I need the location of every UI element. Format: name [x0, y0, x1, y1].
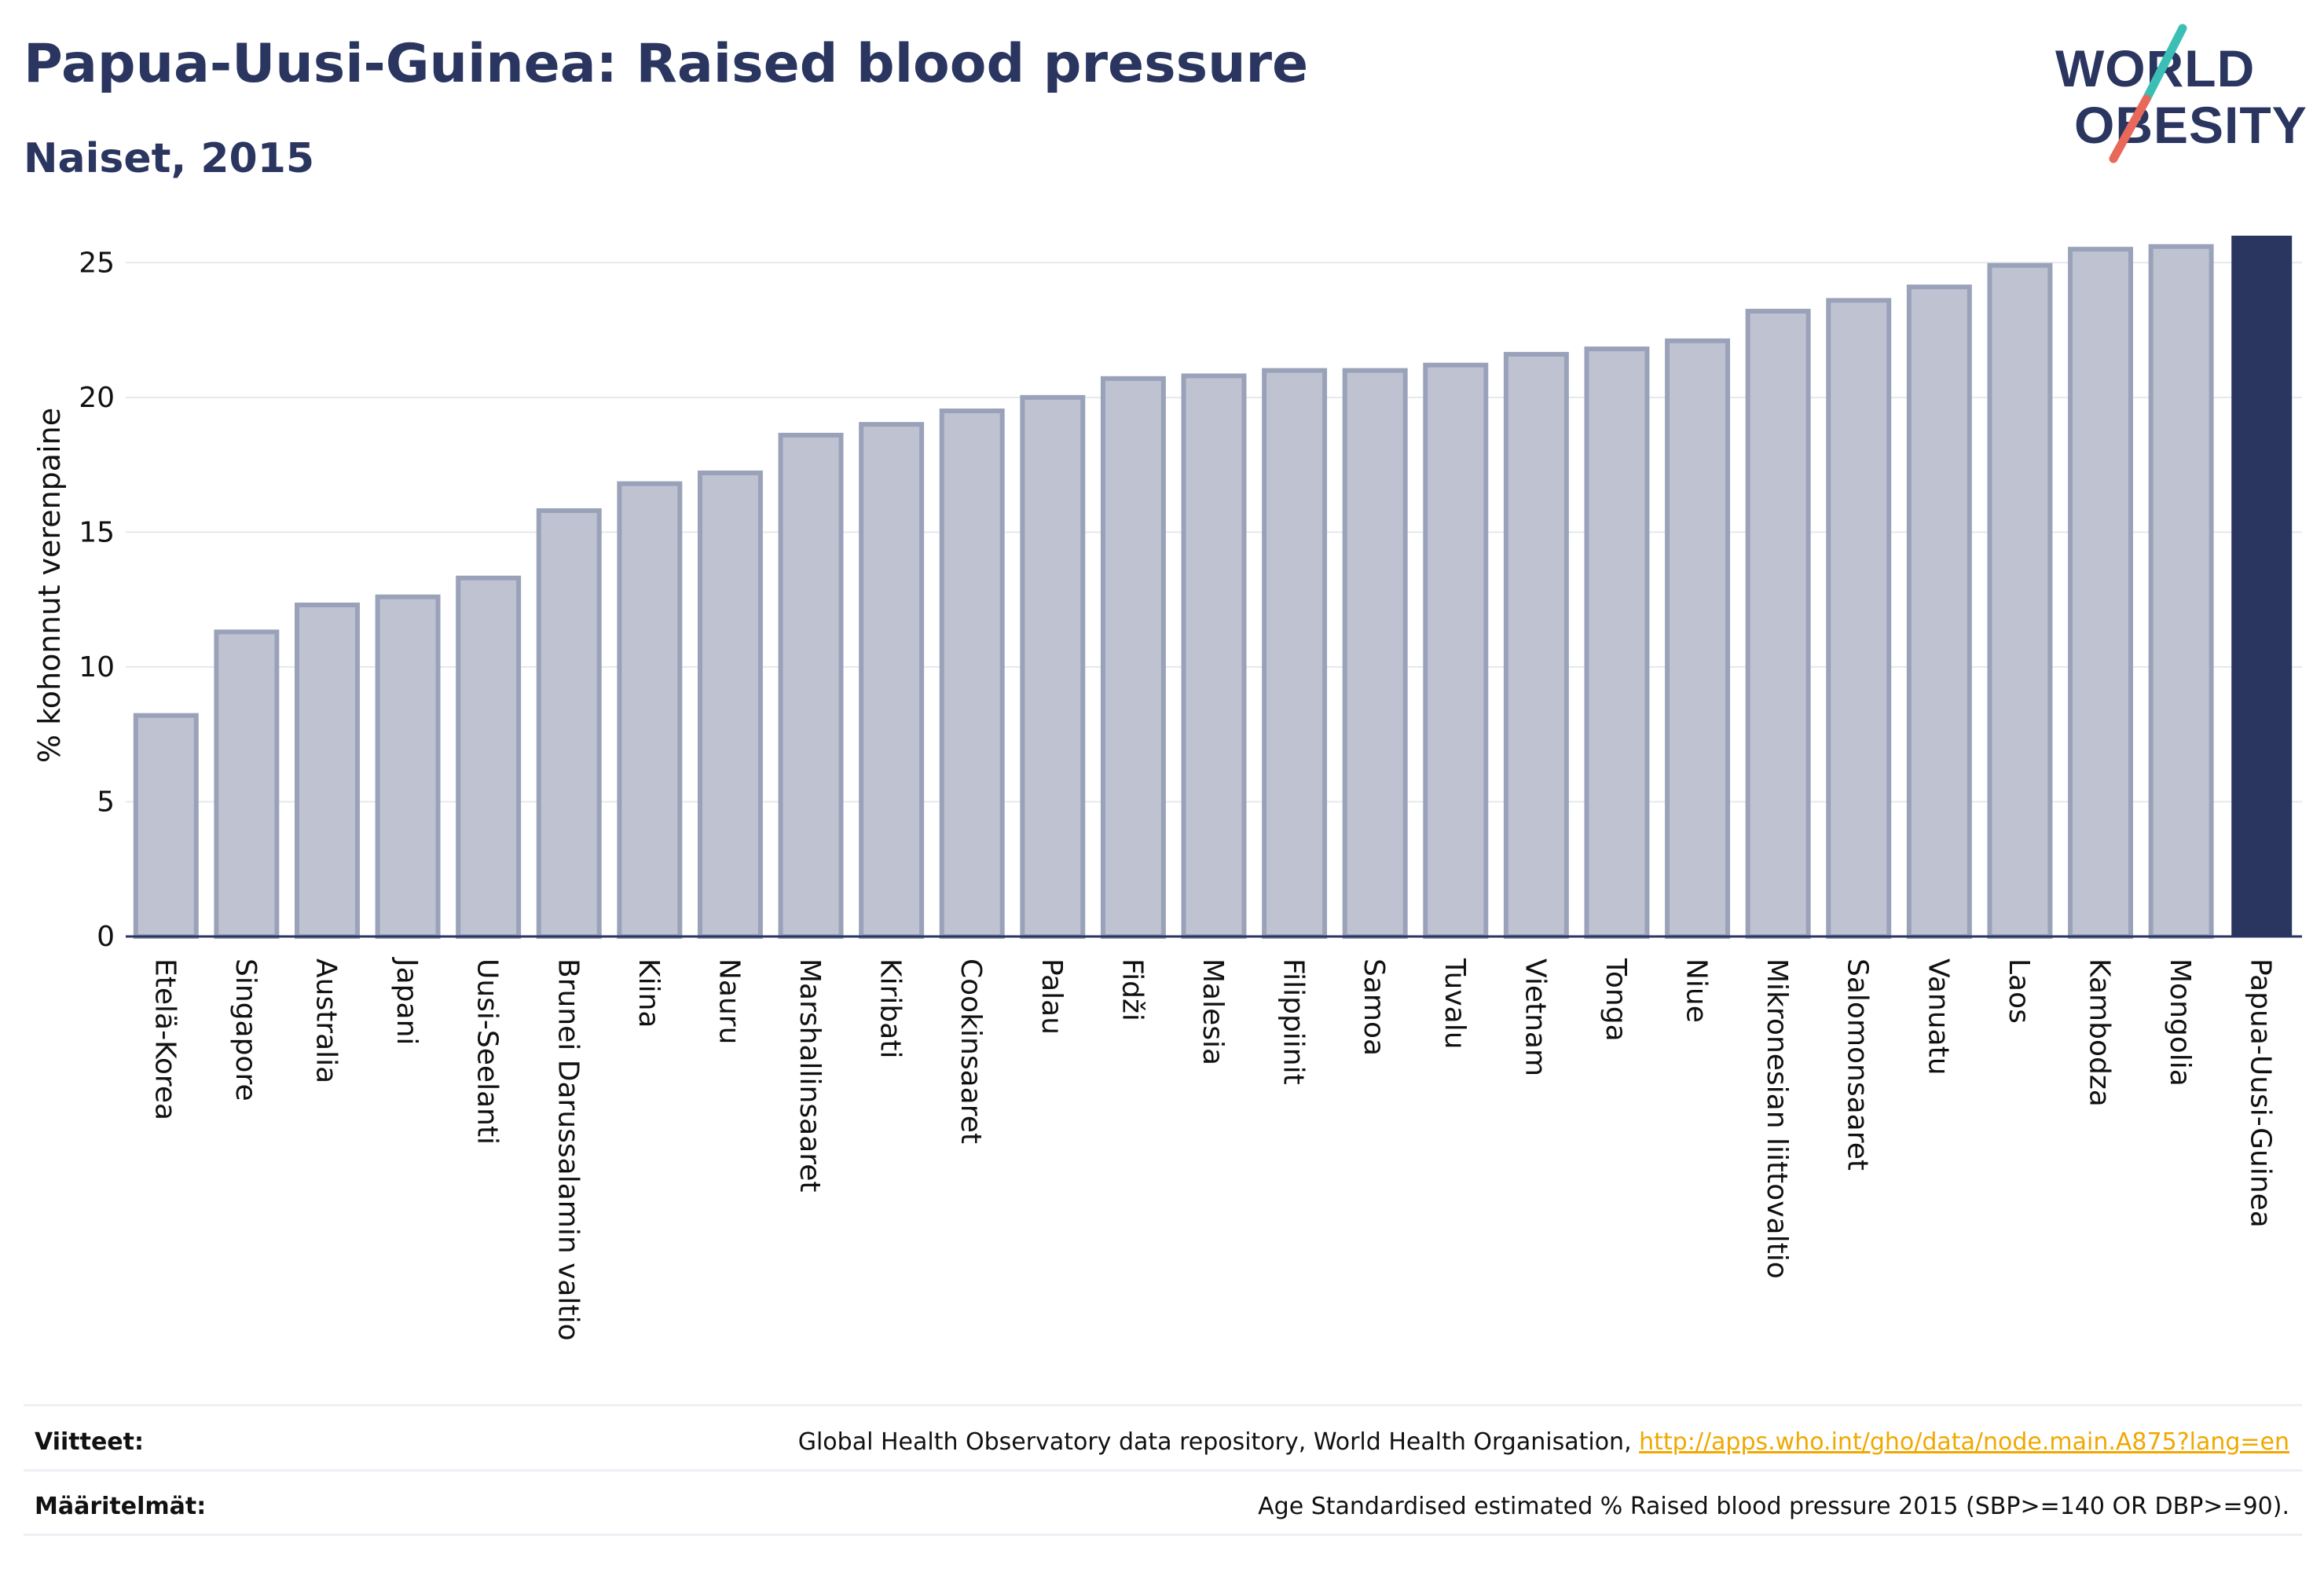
x-tick-label: Mikronesian liittovaltio	[1761, 958, 1793, 1279]
x-tick-label: Salomonsaaret	[1842, 958, 1874, 1171]
world-obesity-logo: WORLD OBESITY	[2055, 24, 2308, 163]
bar-13[interactable]	[1181, 373, 1247, 939]
x-tick-label: Vanuatu	[1922, 958, 1954, 1076]
bar-22[interactable]	[1906, 284, 1972, 939]
bar-23[interactable]	[1987, 262, 2053, 939]
x-tick-label: Japani	[390, 957, 423, 1045]
bar-3[interactable]	[375, 594, 441, 939]
bar-16[interactable]	[1423, 362, 1489, 939]
x-tick-label: Niue	[1681, 958, 1713, 1023]
y-tick-label: 25	[79, 247, 115, 279]
bar-20[interactable]	[1745, 309, 1811, 939]
x-tick-label: Singapore	[229, 958, 262, 1101]
x-tick-label: Samoa	[1358, 958, 1390, 1056]
x-tick-label: Tonga	[1600, 958, 1632, 1042]
bar-10[interactable]	[939, 409, 1005, 939]
logo-slash-bottom	[2109, 94, 2151, 163]
x-tick-label: Filippiinit	[1277, 958, 1310, 1085]
definitions-label: Määritelmät:	[35, 1493, 207, 1520]
x-tick-label: Papua-Uusi-Guinea	[2245, 958, 2277, 1228]
y-tick-label: 0	[97, 921, 115, 953]
x-tick-label: Uusi-Seelanti	[471, 958, 504, 1145]
bar-5[interactable]	[536, 508, 602, 939]
footer-divider-middle	[24, 1469, 2302, 1472]
x-tick-label: Fidži	[1116, 958, 1148, 1021]
x-tick-label: Kiina	[632, 958, 665, 1028]
bar-26[interactable]	[2231, 236, 2293, 936]
bar-6[interactable]	[617, 481, 683, 939]
bar-4[interactable]	[456, 575, 522, 939]
x-tick-label: Vietnam	[1519, 958, 1551, 1076]
footer-divider-bottom	[24, 1534, 2302, 1536]
x-tick-label: Cookinsaaret	[955, 958, 987, 1144]
bar-21[interactable]	[1826, 298, 1892, 940]
bar-9[interactable]	[859, 422, 925, 939]
axes: 0 5 10 15 20 25	[79, 247, 2302, 953]
category-labels: Etelä-Korea Singapore Australia Japani Uusi-…	[148, 957, 2276, 1341]
logo-slash-top	[2142, 24, 2187, 104]
bar-8[interactable]	[778, 432, 844, 939]
bar-25[interactable]	[2148, 244, 2214, 939]
bar-chart: 0 5 10 15 20 25 Etelä-Korea Singapore Australia…	[32, 236, 2302, 1341]
x-tick-label: Mongolia	[2164, 958, 2196, 1087]
bar-14[interactable]	[1262, 368, 1328, 939]
bar-19[interactable]	[1665, 338, 1731, 939]
references-link[interactable]: http://apps.who.int/gho/data/node.main.A…	[1639, 1428, 2289, 1456]
x-tick-label: Etelä-Korea	[148, 958, 181, 1120]
bars	[133, 236, 2293, 940]
references-value: Global Health Observatory data repositor…	[798, 1428, 2289, 1456]
y-axis-label: % kohonnut verenpaine	[32, 408, 67, 763]
x-tick-label: Palau	[1036, 958, 1068, 1035]
bar-0[interactable]	[133, 713, 199, 940]
definitions-value: Age Standardised estimated % Raised bloo…	[1258, 1493, 2289, 1520]
logo-line2: OBESITY	[2074, 96, 2308, 154]
x-tick-label: Kiribati	[874, 958, 907, 1058]
x-tick-label: Australia	[310, 958, 342, 1083]
x-tick-label: Laos	[2003, 958, 2035, 1024]
bar-15[interactable]	[1342, 368, 1408, 939]
x-tick-label: Malesia	[1197, 958, 1229, 1065]
y-tick-label: 10	[79, 651, 115, 684]
y-tick-label: 20	[79, 382, 115, 414]
x-tick-label: Brunei Darussalamin valtio	[552, 958, 584, 1341]
x-tick-label: Marshallinsaaret	[794, 958, 826, 1193]
bar-17[interactable]	[1503, 351, 1569, 939]
x-tick-label: Nauru	[713, 958, 745, 1044]
bar-1[interactable]	[214, 629, 280, 939]
footer-divider-top	[24, 1404, 2302, 1406]
y-tick-label: 15	[79, 516, 115, 548]
bar-11[interactable]	[1020, 394, 1086, 940]
chart-title: Papua-Uusi-Guinea: Raised blood pressure	[24, 33, 1309, 95]
y-tick-label: 5	[97, 786, 115, 818]
references-label: Viitteet:	[35, 1428, 144, 1456]
chart-subtitle: Naiset, 2015	[24, 135, 315, 182]
bar-2[interactable]	[295, 603, 360, 939]
bar-24[interactable]	[2068, 247, 2133, 939]
bar-18[interactable]	[1584, 346, 1650, 940]
bar-7[interactable]	[697, 470, 763, 939]
bar-12[interactable]	[1100, 376, 1166, 940]
references-text: Global Health Observatory data repositor…	[797, 1428, 1640, 1456]
x-tick-label: Tuvalu	[1439, 958, 1471, 1050]
x-tick-label: Kambodza	[2084, 958, 2116, 1107]
